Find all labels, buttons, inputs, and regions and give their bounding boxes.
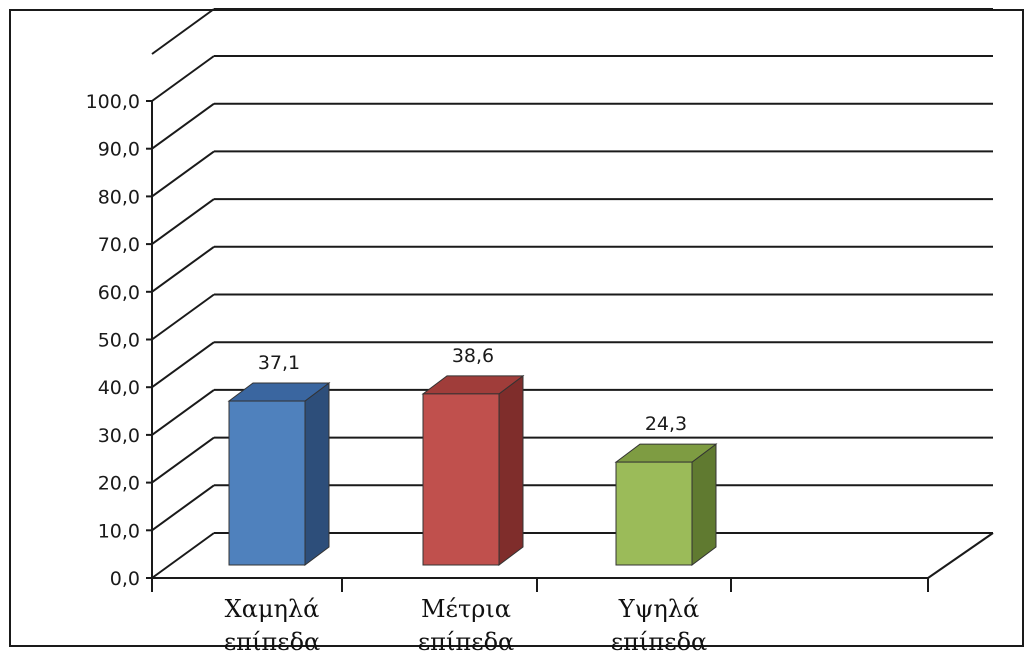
data-label: 38,6 [452,345,494,367]
bar-front-face [422,393,500,566]
labels: 0,0 10,0 20,0 30,0 40,0 50,0 60,0 70,0 80,0 90,0 1… [86,91,708,656]
data-label: 37,1 [258,352,300,374]
bar-side-face [691,443,717,566]
gridline-diagonal [151,245,215,293]
gridline-diagonal [151,436,215,484]
bar [227,382,331,566]
category-label: επίπεδα [611,628,707,656]
wall-top-diagonal [151,8,215,55]
y-tick-label: 40,0 [98,377,140,399]
category-label: επίπεδα [224,628,320,656]
gridline-diagonal [151,150,215,198]
gridline-diagonal [151,532,215,579]
gridline-diagonal [151,484,215,532]
category-label: επίπεδα [418,628,514,656]
bar [614,443,718,566]
data-label: 24,3 [645,413,687,435]
gridline-diagonal [151,198,215,245]
y-tick-label: 50,0 [98,330,140,352]
y-tick-label: 30,0 [98,425,140,447]
bar [421,374,525,566]
category-label: Μέτρια [421,595,511,623]
gridline-diagonal [151,293,215,341]
y-tick-label: 100,0 [86,91,140,113]
floor-right-edge [927,532,994,579]
category-label: Χαμηλά [225,595,320,623]
bar-front-face [615,461,693,566]
bar-side-face [304,382,330,566]
gridline-diagonal [151,341,215,389]
axes [146,100,994,592]
y-tick-label: 20,0 [98,473,140,495]
y-tick-label: 10,0 [98,520,140,542]
bars [227,374,718,566]
bar-front-face [228,400,306,566]
bar-side-face [498,374,524,566]
gridline-diagonal [151,102,215,150]
y-tick-label: 90,0 [98,139,140,161]
gridlines [151,8,993,579]
y-tick-label: 80,0 [98,186,140,208]
y-tick-label: 70,0 [98,234,140,256]
y-tick-label: 0,0 [110,568,140,590]
category-label: Υψηλά [618,595,699,623]
gridline-diagonal [151,55,215,102]
gridline-diagonal [151,389,215,436]
y-tick-label: 60,0 [98,282,140,304]
